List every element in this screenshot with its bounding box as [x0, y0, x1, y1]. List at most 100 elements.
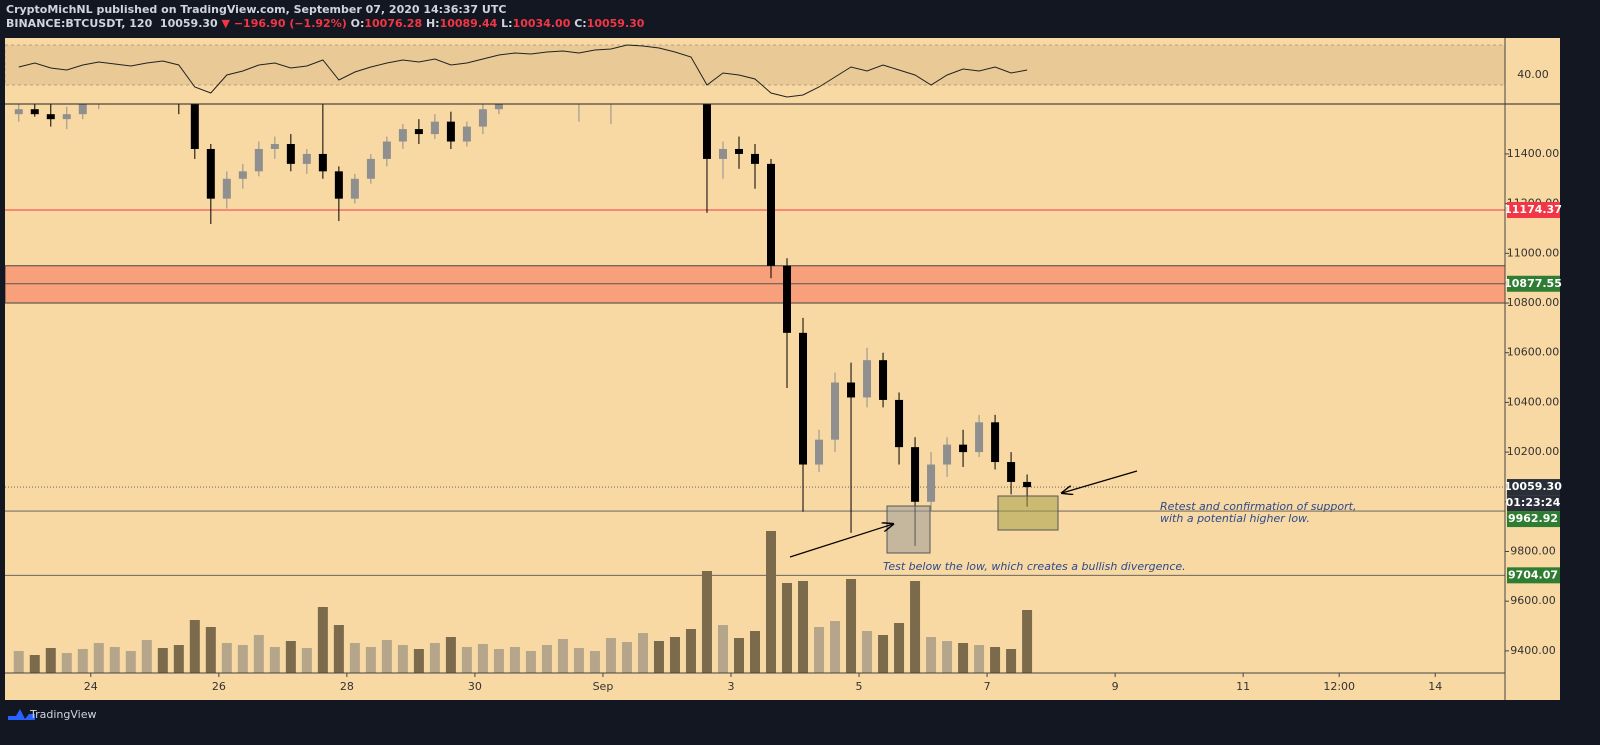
- candle-body: [1007, 462, 1016, 482]
- x-tick-label: 5: [856, 680, 863, 693]
- candle-body: [494, 104, 503, 110]
- price-label-box: [1507, 511, 1560, 528]
- volume-bar: [621, 642, 632, 673]
- ohlc: O:10076.28 H:10089.44 L:10034.00 C:10059…: [351, 17, 645, 30]
- volume-bar: [29, 655, 40, 673]
- candle-body: [943, 444, 952, 465]
- ohlc-value: 10076.28: [364, 17, 423, 30]
- volume-bar: [125, 651, 136, 673]
- volume-bar: [878, 635, 889, 673]
- candle-body: [462, 126, 471, 142]
- candle-body: [815, 439, 824, 465]
- volume-bar: [701, 571, 712, 673]
- candle-body: [863, 360, 872, 398]
- candle-body: [847, 382, 856, 398]
- ohlc-label: H:: [425, 17, 440, 30]
- candle-body: [334, 171, 343, 199]
- volume-bar: [782, 583, 793, 673]
- volume-bar: [397, 645, 408, 673]
- volume-bar: [766, 531, 777, 673]
- volume-bar: [221, 643, 232, 673]
- price-label: 9704.07: [1508, 568, 1558, 581]
- x-tick-label: 11: [1236, 680, 1250, 693]
- y-tick-label: 10600.00: [1507, 346, 1560, 359]
- candle-body: [398, 129, 407, 142]
- candle-body: [702, 104, 711, 159]
- candle-body: [286, 144, 295, 164]
- candle-body: [799, 332, 808, 465]
- annotation: Test below the low, which creates a bull…: [883, 560, 1186, 573]
- candle-body: [639, 20, 647, 30]
- candle-body: [414, 129, 423, 135]
- volume-bar: [413, 649, 424, 673]
- y-tick-label: 9600.00: [1510, 594, 1556, 607]
- volume-bar: [573, 648, 584, 673]
- candle-body: [238, 171, 247, 179]
- ohlc-label: L:: [501, 17, 513, 30]
- candle-body: [62, 114, 71, 120]
- price-label: 11174.37: [1504, 203, 1562, 216]
- candle-body: [959, 444, 968, 453]
- volume-bar: [205, 627, 216, 673]
- countdown-box: [1507, 495, 1560, 512]
- change: ▼ −196.90 (−1.92%): [221, 17, 347, 30]
- volume-bar: [429, 643, 440, 673]
- y-tick-label: 10200.00: [1507, 445, 1560, 458]
- quote-line: BINANCE:BTCUSDT, 120 10059.30 ▼ −196.90 …: [6, 17, 644, 31]
- volume-bar: [333, 625, 344, 673]
- x-tick-label: 12:00: [1323, 680, 1355, 693]
- volume-bar: [301, 648, 312, 673]
- volume-bar: [798, 581, 809, 673]
- ohlc-value: 10059.30: [586, 17, 645, 30]
- volume-bar: [285, 641, 296, 673]
- y-tick-label: 9400.00: [1510, 644, 1556, 657]
- candle-body: [734, 148, 743, 154]
- resistance-zone: [5, 265, 1505, 304]
- price-label-box: [1507, 479, 1560, 496]
- publisher: CryptoMichNL published on TradingView.co…: [6, 3, 507, 16]
- volume-bar: [910, 581, 921, 673]
- volume-bar: [862, 631, 873, 673]
- y-tick-label: 11000.00: [1507, 246, 1560, 259]
- volume-bar: [990, 647, 1001, 673]
- axes: 40.009400.009600.009800.0010000.0010200.…: [84, 68, 1562, 693]
- candle-body: [222, 178, 231, 199]
- ohlc-value: 10089.44: [439, 17, 498, 30]
- candle-body: [302, 153, 311, 164]
- volume-bar: [653, 641, 664, 673]
- volume-bar: [974, 645, 985, 673]
- y-tick-label: 10800.00: [1507, 296, 1560, 309]
- rsi-line: [18, 44, 1028, 98]
- logo: [8, 709, 35, 720]
- rsi-band: [5, 44, 1505, 86]
- price-label-box: [1507, 567, 1560, 584]
- x-tick-label: 14: [1428, 680, 1442, 693]
- x-tick-label: 28: [340, 680, 354, 693]
- volume-bar: [525, 651, 536, 673]
- price-label: 9962.92: [1508, 512, 1558, 525]
- candle-body: [831, 382, 840, 440]
- price-label-box: [1507, 275, 1560, 292]
- candle-body: [671, 25, 679, 35]
- volume-bar: [814, 627, 825, 673]
- x-tick-label: 9: [1112, 680, 1119, 693]
- candle-body: [446, 121, 455, 142]
- volume-bar: [349, 643, 360, 673]
- price-label-box: [1507, 202, 1560, 219]
- candle-body: [783, 265, 792, 333]
- volume-bar: [109, 647, 120, 673]
- candle-body: [382, 141, 391, 159]
- volume-bar: [477, 644, 488, 673]
- candle-body: [430, 121, 439, 135]
- price-label: 10059.30: [1504, 480, 1562, 493]
- candle-body: [718, 148, 727, 159]
- candle-body: [206, 148, 215, 199]
- volume-bar: [173, 645, 184, 673]
- candle-body: [879, 360, 888, 400]
- ohlc-value: 10034.00: [512, 17, 571, 30]
- volume-bar: [926, 637, 937, 673]
- candle-body: [927, 464, 936, 502]
- y-tick-label: 11400.00: [1507, 147, 1560, 160]
